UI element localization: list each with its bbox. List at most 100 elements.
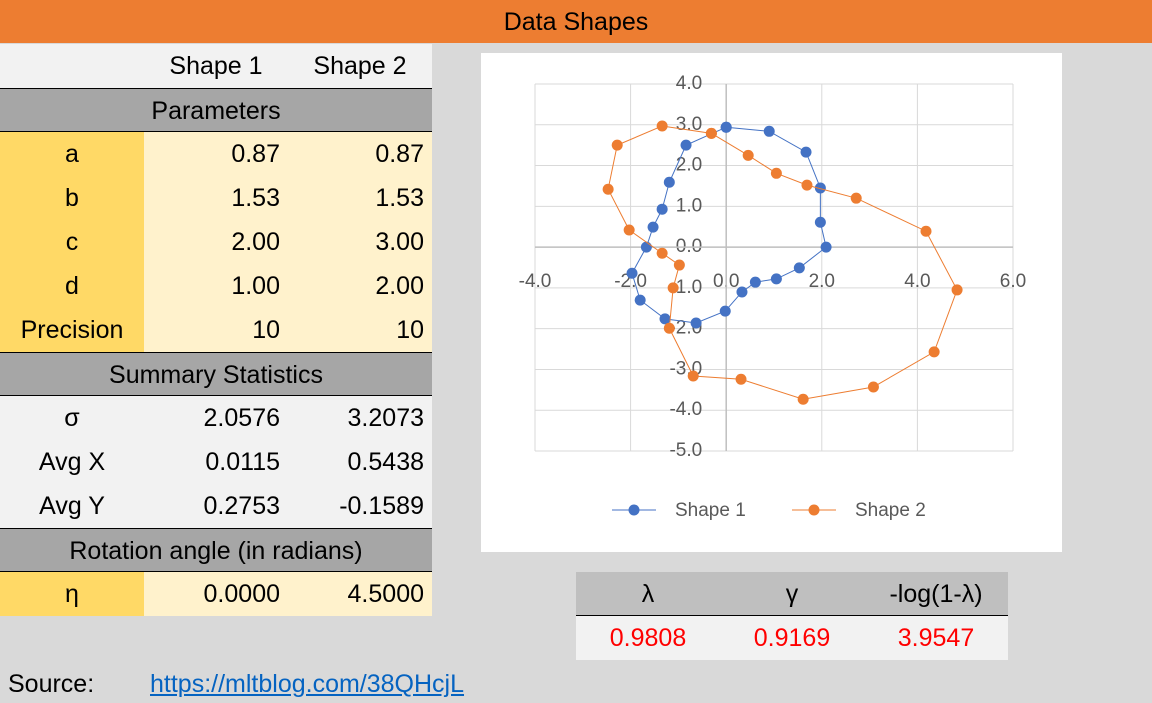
value-cell: 0.2753 [144,484,288,528]
data-point [814,182,826,194]
data-point [626,267,638,279]
source-link-cell: https://mltblog.com/38QHcjL [150,662,570,703]
data-point [742,149,754,161]
row-label: c [0,220,144,264]
data-point [719,305,731,317]
data-point [820,241,832,253]
value-cell: 3.2073 [288,396,432,440]
data-point [797,393,809,405]
metric-value: 0.9169 [720,616,864,660]
data-point [928,346,940,358]
row-label: σ [0,396,144,440]
value-cell: 10 [288,308,432,352]
value-cell: 1.53 [288,176,432,220]
row-label: Precision [0,308,144,352]
source-label: Source: [8,670,95,698]
row-label: Avg Y [0,484,144,528]
data-point [705,127,717,139]
row-label: η [0,572,144,616]
column-header: Shape 1 [144,44,288,88]
y-tick-label: -1.0 [669,277,702,298]
metric-header: λ [576,572,720,616]
x-tick-label: 6.0 [1000,271,1026,292]
metric-header: γ [720,572,864,616]
data-point [720,121,732,133]
data-point [736,286,748,298]
data-point [687,370,699,382]
data-point [867,381,879,393]
value-cell: 2.00 [144,220,288,264]
metric-header: -log(1-λ) [864,572,1008,616]
y-tick-label: -4.0 [669,399,702,420]
column-header: Shape 2 [288,44,432,88]
value-cell: 2.00 [288,264,432,308]
value-cell: 0.5438 [288,440,432,484]
data-point [667,282,679,294]
data-point [705,127,717,139]
data-point [800,146,812,158]
row-label: b [0,176,144,220]
data-point [663,176,675,188]
value-cell: -0.1589 [288,484,432,528]
data-point [663,322,675,334]
data-point [720,121,732,133]
x-tick-label: -4.0 [519,271,552,292]
data-point [690,317,702,329]
data-point [793,262,805,274]
header-blank [0,44,144,88]
source-link[interactable]: https://mltblog.com/38QHcjL [150,670,465,698]
data-point [656,247,668,259]
value-cell: 1.00 [144,264,288,308]
x-tick-label: 2.0 [809,271,835,292]
section-title: Summary Statistics [0,352,432,396]
data-point [801,179,813,191]
value-cell: 4.5000 [288,572,432,616]
data-point [634,294,646,306]
value-cell: 0.87 [144,132,288,176]
legend-marker [628,504,640,516]
data-point [763,125,775,137]
data-point [611,139,623,151]
value-cell: 0.87 [288,132,432,176]
data-point [735,373,747,385]
legend-label: Shape 1 [675,500,746,521]
y-tick-label: -2.0 [669,318,702,339]
data-point [656,203,668,215]
data-point [749,276,761,288]
value-cell: 3.00 [288,220,432,264]
value-cell: 10 [144,308,288,352]
data-point [770,167,782,179]
data-point [673,259,685,271]
y-tick-label: 2.0 [676,155,702,176]
value-cell: 2.0576 [144,396,288,440]
data-point [623,224,635,236]
y-tick-label: 3.0 [676,114,702,135]
series-line [607,125,958,400]
data-point [920,225,932,237]
data-point [659,313,671,325]
data-point [602,183,614,195]
data-point [647,221,659,233]
data-point [640,241,652,253]
data-point [680,139,692,151]
x-tick-label: 0.0 [713,271,739,292]
data-point [656,120,668,132]
x-tick-label: 4.0 [904,271,930,292]
row-label: d [0,264,144,308]
row-label: Avg X [0,440,144,484]
y-tick-label: 0.0 [676,236,702,257]
legend-label: Shape 2 [855,500,926,521]
value-cell: 0.0000 [144,572,288,616]
value-cell: 1.53 [144,176,288,220]
section-title: Rotation angle (in radians) [0,528,432,572]
chart-area [481,53,1062,552]
data-point [850,192,862,204]
section-title: Parameters [0,88,432,132]
data-point [770,273,782,285]
value-cell: 0.0115 [144,440,288,484]
metric-value: 0.9808 [576,616,720,660]
y-tick-label: -3.0 [669,358,702,379]
data-point [814,216,826,228]
y-tick-label: -5.0 [669,440,702,461]
